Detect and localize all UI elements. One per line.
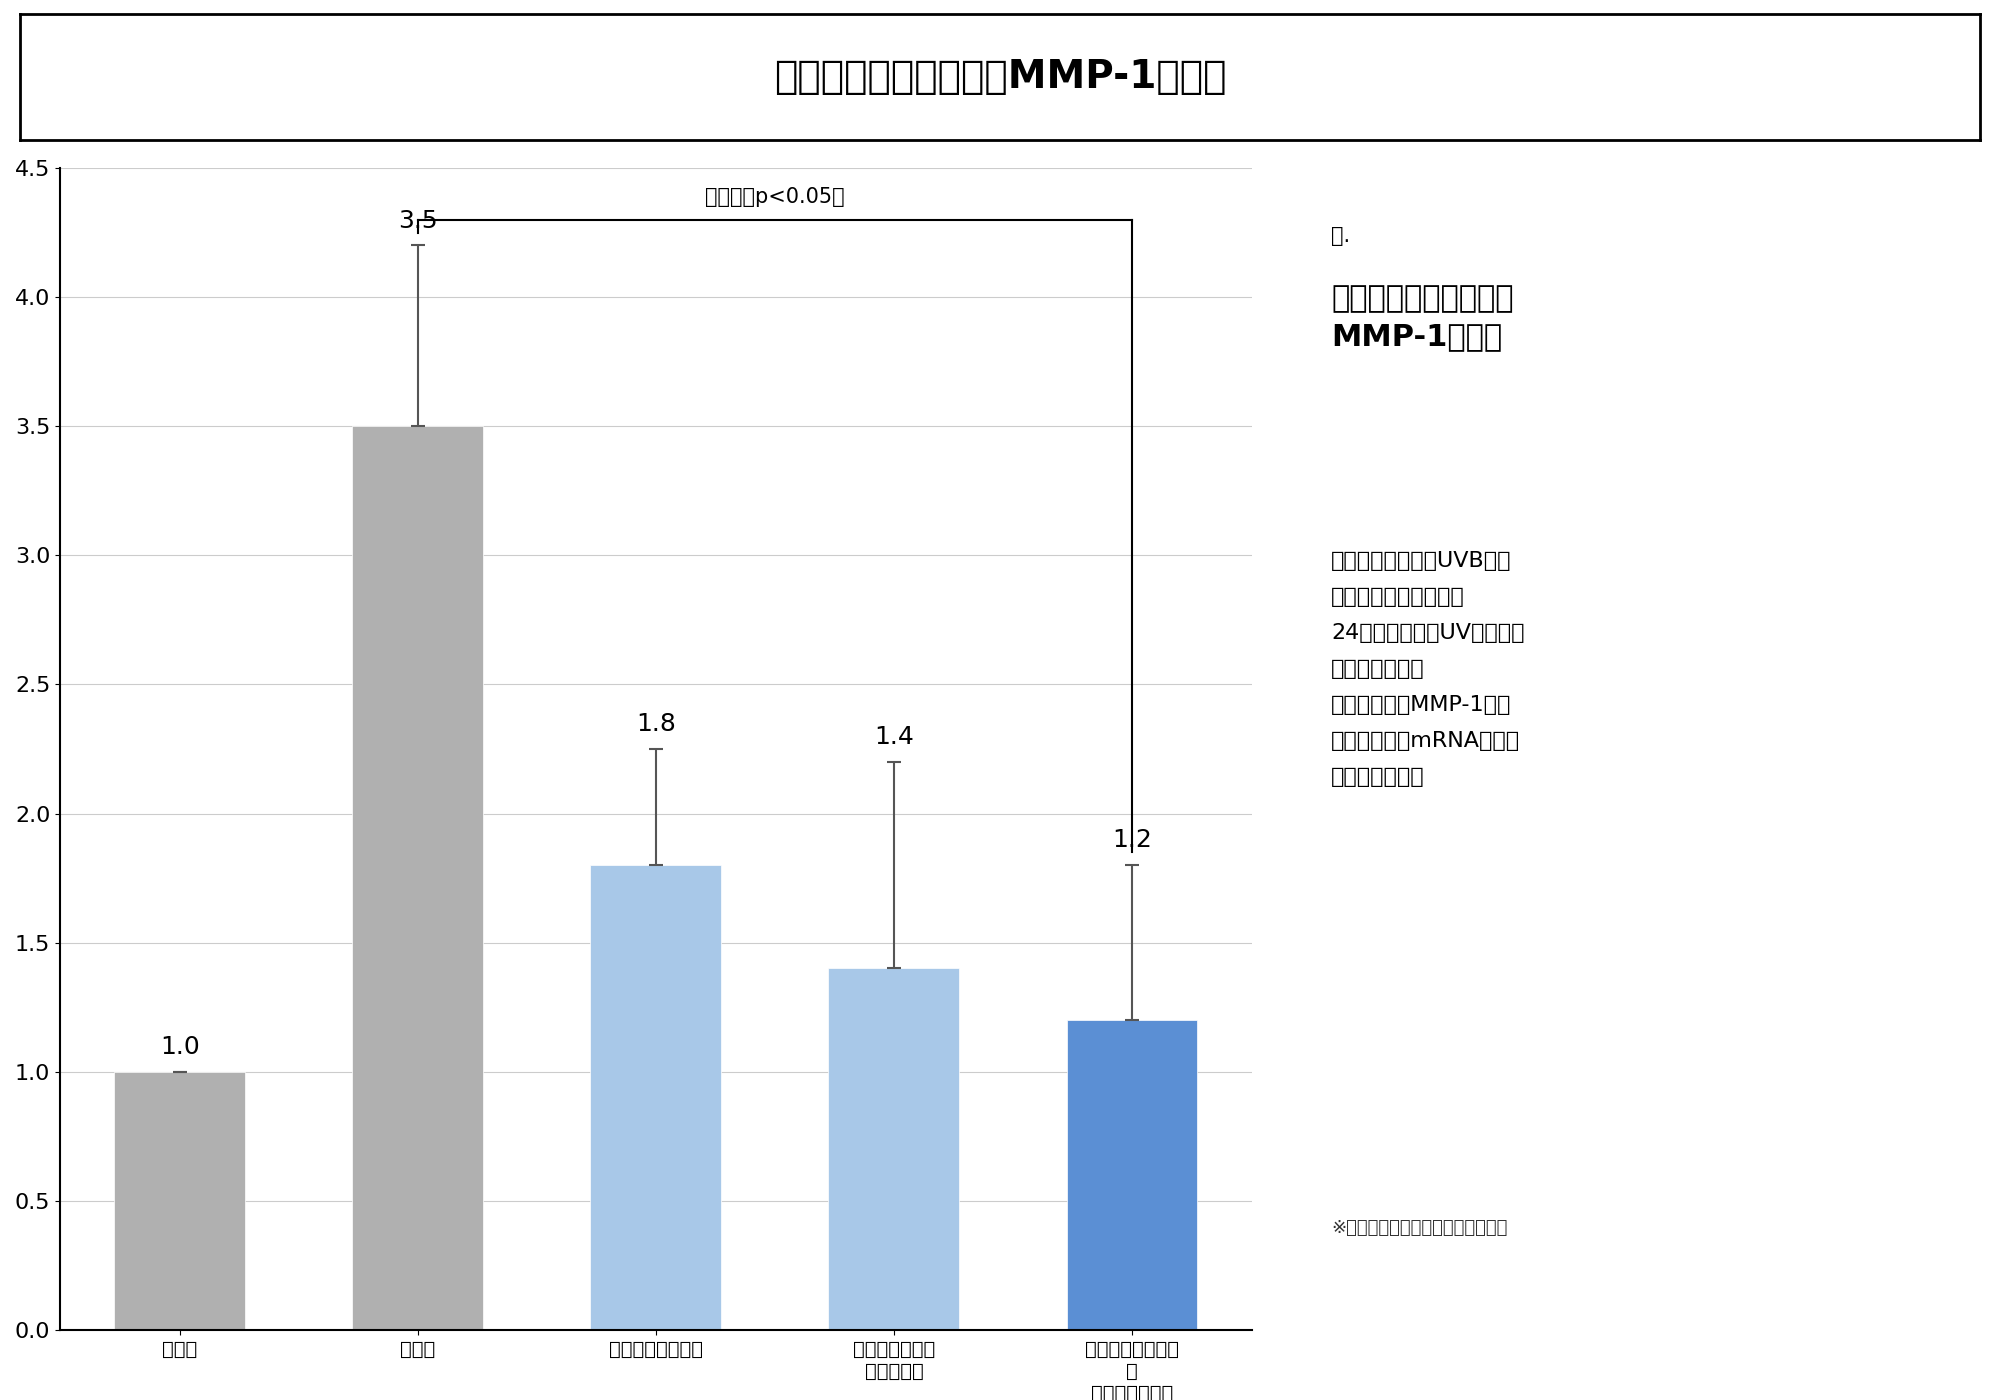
- Text: 1.8: 1.8: [636, 713, 676, 736]
- Text: 図.: 図.: [1332, 227, 1350, 246]
- Bar: [590, 865, 722, 1330]
- Text: 光老化モデルにおける
MMP-1の発現: 光老化モデルにおける MMP-1の発現: [1332, 284, 1514, 351]
- Text: 光老化モデルにおけるMMP-1の発現: 光老化モデルにおけるMMP-1の発現: [774, 57, 1226, 97]
- Text: 真皮線維芽細胞にUVBを照
射後、各試料を添加。
24時間後、再度UVを照射し
各試料を添加。
一定時間後にMMP-1発現
の指標となるmRNAの発現
量を評価: 真皮線維芽細胞にUVBを照 射後、各試料を添加。 24時間後、再度UVを照射し …: [1332, 552, 1524, 787]
- Bar: [1066, 1021, 1198, 1330]
- Text: 1.4: 1.4: [874, 725, 914, 749]
- Bar: [114, 1072, 246, 1330]
- Text: 1.0: 1.0: [160, 1035, 200, 1058]
- Text: ※エラーバーは、平均値＋標準偏差: ※エラーバーは、平均値＋標準偏差: [1332, 1219, 1508, 1238]
- Bar: [352, 426, 484, 1330]
- Text: 3.5: 3.5: [398, 209, 438, 232]
- Text: 1.2: 1.2: [1112, 829, 1152, 853]
- Bar: [828, 969, 960, 1330]
- Text: 有意差（p<0.05）: 有意差（p<0.05）: [706, 186, 844, 207]
